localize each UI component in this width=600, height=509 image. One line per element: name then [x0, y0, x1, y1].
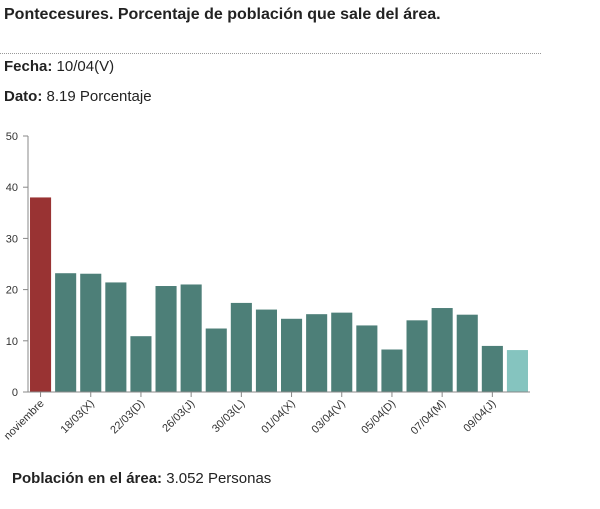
y-tick-label: 20 — [6, 285, 18, 297]
bar[interactable] — [105, 282, 127, 392]
x-tick-label: 07/04(M) — [409, 398, 449, 438]
title-divider — [0, 53, 541, 54]
y-tick-label: 50 — [6, 131, 18, 143]
bar[interactable] — [431, 308, 453, 392]
chart-title: Pontecesures. Porcentaje de población qu… — [4, 6, 441, 23]
x-tick-label: 05/04(D) — [359, 398, 398, 437]
bar[interactable] — [481, 345, 503, 392]
x-tick-label: 22/03(D) — [108, 398, 147, 437]
x-axis: noviembre 18/03(X) 22/03(D) 26/03(J) 30/03(L… — [2, 391, 530, 443]
bar[interactable] — [230, 302, 252, 392]
bar[interactable] — [381, 349, 403, 392]
x-tick-label: noviembre — [2, 398, 47, 443]
bar[interactable] — [55, 273, 77, 392]
bar[interactable] — [406, 320, 428, 392]
population-footer: Población en el área: 3.052 Personas — [12, 470, 271, 487]
dato-row: Dato: 8.19 Porcentaje — [4, 88, 152, 105]
x-tick-label: 09/04(J) — [461, 398, 498, 435]
dato-label: Dato: — [4, 88, 43, 105]
bar-chart: 0 10 20 30 40 50 noviembre 18/03(X) 22/03(D) 26/… — [2, 131, 530, 443]
y-tick-label: 40 — [6, 182, 18, 194]
y-tick-label: 30 — [6, 233, 18, 245]
x-tick-label: 01/04(X) — [259, 398, 297, 436]
population-label: Población en el área: — [12, 470, 163, 487]
bar[interactable] — [331, 312, 353, 392]
bar[interactable] — [306, 314, 328, 392]
x-tick-label: 26/03(J) — [160, 398, 197, 435]
bar[interactable] — [80, 273, 102, 392]
x-tick-label: 30/03(L) — [210, 398, 247, 435]
bar[interactable] — [255, 309, 277, 392]
bars — [30, 197, 528, 392]
fecha-value: 10/04(V) — [56, 58, 115, 75]
fecha-row: Fecha: 10/04(V) — [4, 58, 114, 75]
dato-value: 8.19 Porcentaje — [46, 88, 152, 105]
bar[interactable] — [281, 318, 303, 392]
population-value: 3.052 Personas — [166, 470, 272, 487]
bar[interactable] — [180, 284, 202, 392]
bar[interactable] — [130, 336, 152, 392]
x-tick-label: 03/04(V) — [310, 398, 348, 436]
bar[interactable] — [506, 350, 528, 392]
bar[interactable] — [205, 328, 227, 392]
bar[interactable] — [155, 286, 177, 392]
x-tick-label: 18/03(X) — [59, 398, 97, 436]
bar[interactable] — [356, 325, 378, 392]
bar[interactable] — [30, 197, 52, 392]
y-tick-label: 0 — [12, 387, 18, 399]
y-axis: 0 10 20 30 40 50 — [6, 131, 29, 399]
fecha-label: Fecha: — [4, 58, 53, 75]
y-tick-label: 10 — [6, 336, 18, 348]
bar[interactable] — [456, 314, 478, 392]
